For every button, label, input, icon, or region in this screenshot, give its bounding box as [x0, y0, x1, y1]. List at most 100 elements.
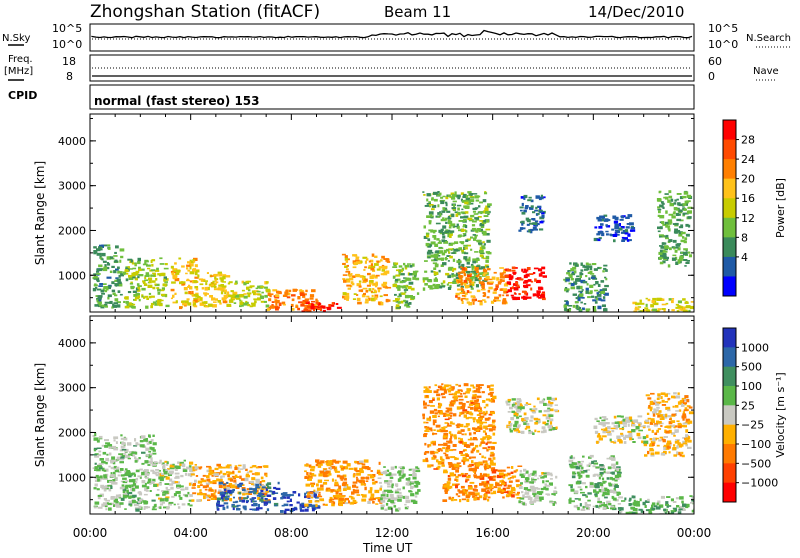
velocity-cell	[343, 461, 348, 464]
velocity-cell	[553, 503, 556, 506]
power-cell	[461, 192, 463, 195]
velocity-cell	[550, 409, 554, 412]
velocity-cell	[268, 501, 271, 504]
velocity-cell	[304, 504, 308, 507]
velocity-cell	[632, 438, 634, 440]
power-cell	[365, 302, 369, 304]
velocity-cell	[492, 420, 496, 423]
power-cell	[183, 284, 185, 286]
velocity-cell	[614, 441, 616, 443]
velocity-cell	[477, 391, 480, 393]
cpid-label: CPID	[8, 89, 37, 102]
velocity-cell	[235, 475, 238, 478]
power-cell	[356, 257, 359, 259]
velocity-cell	[340, 477, 343, 479]
velocity-cell	[94, 455, 99, 458]
power-cell	[300, 293, 305, 296]
velocity-cell	[442, 396, 446, 398]
velocity-cell	[97, 465, 102, 467]
power-cell	[606, 233, 609, 235]
power-cell	[152, 280, 156, 283]
power-cell	[486, 229, 491, 231]
power-cell	[463, 233, 466, 235]
power-cell	[154, 284, 156, 286]
velocity-cell	[482, 422, 487, 424]
velocity-cell	[686, 399, 689, 402]
velocity-cell	[223, 507, 226, 510]
velocity-cell	[484, 457, 486, 459]
velocity-cell	[602, 489, 604, 491]
velocity-cell	[679, 509, 682, 511]
power-cell	[524, 280, 528, 283]
velocity-cell	[430, 452, 433, 454]
power-cell	[372, 295, 374, 297]
velocity-cell	[616, 462, 619, 465]
power-cell	[193, 261, 195, 263]
velocity-cell	[183, 469, 188, 472]
velocity-cell	[175, 473, 180, 475]
x-tick-label: 00:00	[677, 526, 712, 540]
power-cell	[520, 207, 524, 209]
power-cell	[499, 294, 502, 296]
velocity-cell	[141, 452, 146, 454]
power-cell	[395, 279, 398, 281]
power-cell	[662, 207, 664, 209]
velocity-cell	[543, 414, 547, 416]
power-cell	[423, 277, 428, 280]
velocity-cell	[479, 384, 484, 386]
velocity-cell	[144, 494, 148, 496]
velocity-cell	[647, 413, 649, 415]
velocity-cell	[480, 442, 485, 444]
power-cell	[448, 267, 453, 269]
velocity-cell	[363, 480, 365, 483]
velocity-cell	[442, 499, 447, 502]
power-cell	[668, 190, 671, 193]
power-cell	[311, 306, 315, 309]
power-cell	[428, 279, 433, 282]
velocity-cell	[602, 494, 605, 496]
power-cell	[687, 195, 692, 198]
velocity-cell	[434, 391, 439, 394]
velocity-cell	[162, 493, 166, 496]
velocity-cell	[320, 460, 325, 463]
velocity-cell	[180, 462, 184, 464]
power-cell	[152, 287, 155, 290]
velocity-cell	[340, 465, 343, 468]
velocity-cell	[120, 487, 125, 490]
velocity-cell	[256, 467, 259, 469]
velocity-cell	[375, 503, 378, 505]
velocity-cell	[466, 417, 469, 419]
velocity-cell	[644, 444, 647, 447]
power-cell	[305, 298, 310, 300]
power-cell	[401, 301, 404, 304]
velocity-cell	[458, 474, 461, 476]
velocity-cell	[516, 410, 521, 413]
velocity-cell	[108, 444, 112, 447]
power-cell	[205, 287, 209, 290]
velocity-cell	[427, 405, 430, 407]
power-cell	[245, 281, 249, 283]
velocity-cell	[214, 495, 216, 498]
power-cell	[472, 273, 474, 275]
power-cell	[408, 286, 412, 289]
velocity-cell	[130, 505, 132, 507]
velocity-cell	[399, 467, 403, 469]
power-cell	[487, 296, 490, 298]
power-cell	[195, 264, 198, 267]
power-cell	[458, 275, 460, 278]
velocity-cell	[450, 434, 453, 436]
velocity-cell	[520, 470, 522, 473]
velocity-cell	[521, 491, 523, 493]
velocity-cell	[123, 438, 127, 441]
velocity-cell	[646, 420, 648, 422]
power-cell	[174, 262, 177, 264]
power-cell	[496, 300, 501, 302]
velocity-cell	[153, 442, 157, 445]
velocity-cell	[543, 473, 547, 475]
velocity-cell	[134, 456, 136, 459]
velocity-cell	[422, 414, 425, 417]
velocity-cell	[513, 424, 517, 427]
power-cell	[205, 282, 207, 285]
power-cell	[452, 194, 457, 197]
velocity-cell	[556, 427, 558, 430]
